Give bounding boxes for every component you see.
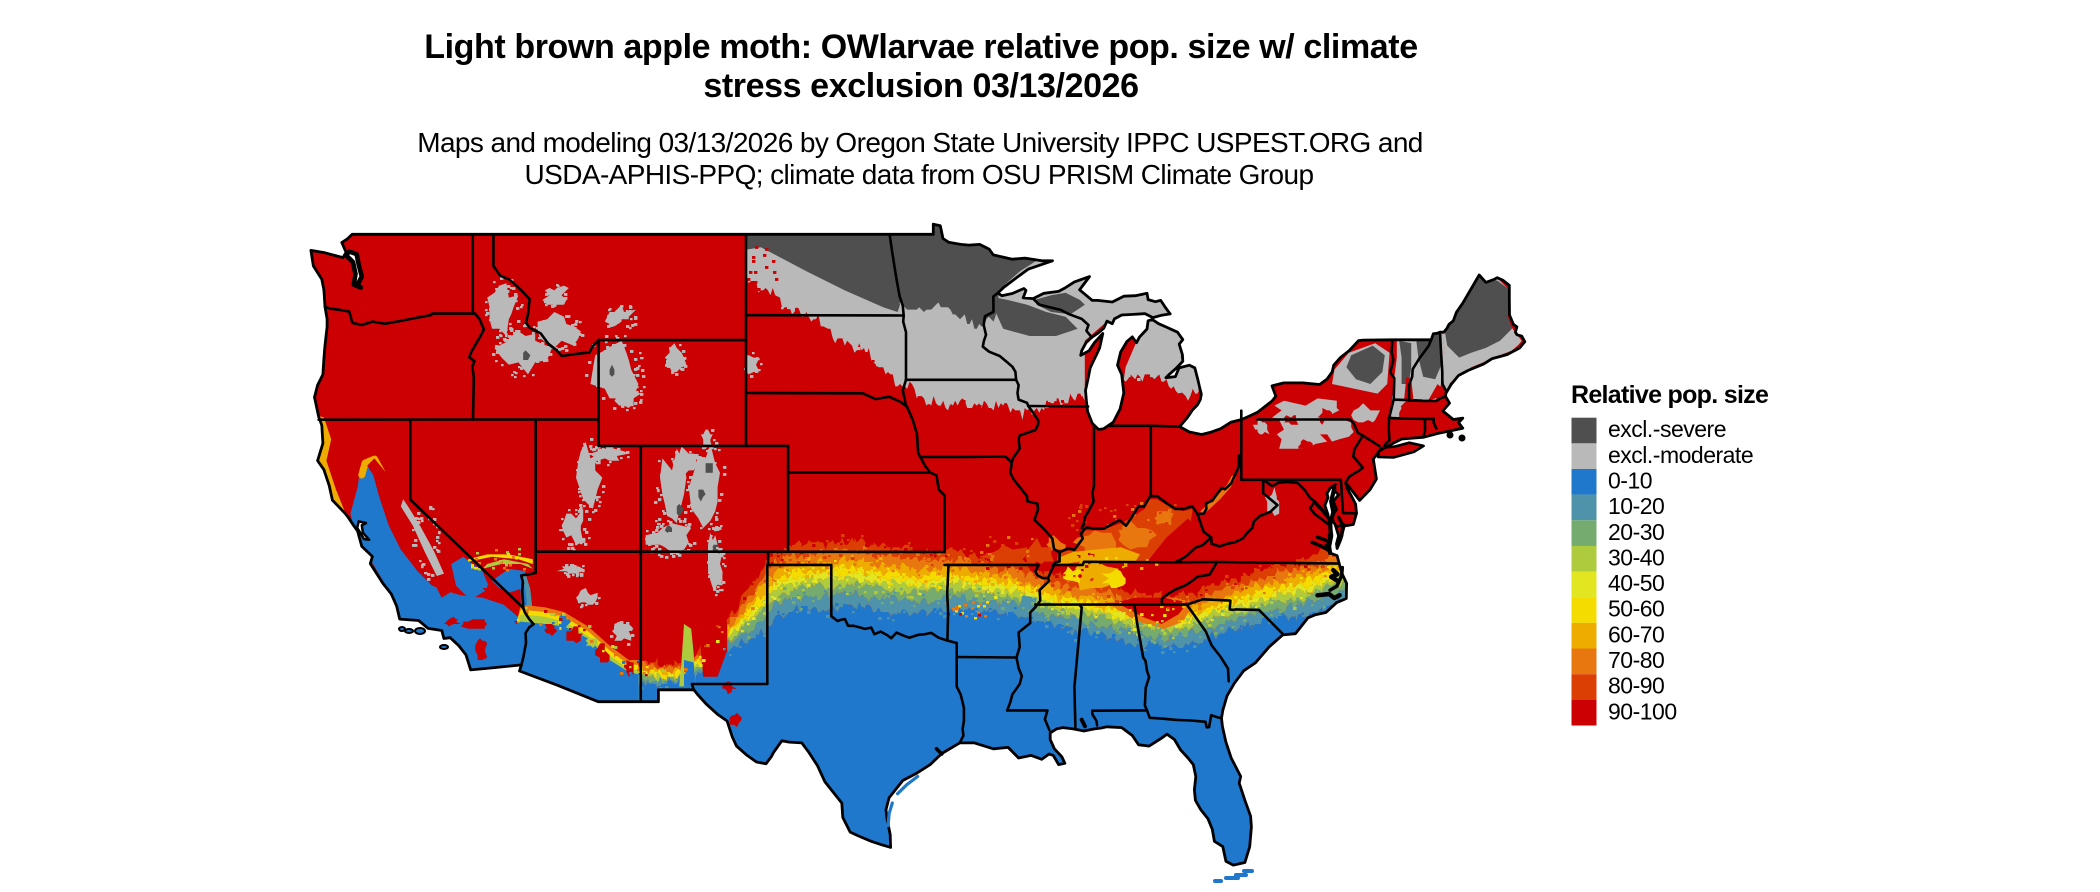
svg-text:excl.-moderate: excl.-moderate — [1608, 442, 1753, 468]
svg-text:20-30: 20-30 — [1608, 519, 1664, 545]
svg-text:stress exclusion 03/13/2026: stress exclusion 03/13/2026 — [703, 67, 1138, 105]
svg-text:10-20: 10-20 — [1608, 493, 1664, 519]
svg-text:40-50: 40-50 — [1608, 570, 1664, 596]
svg-text:80-90: 80-90 — [1608, 673, 1664, 699]
svg-text:60-70: 60-70 — [1608, 621, 1664, 647]
svg-text:USDA-APHIS-PPQ; climate data f: USDA-APHIS-PPQ; climate data from OSU PR… — [525, 159, 1314, 190]
svg-text:0-10: 0-10 — [1608, 468, 1652, 494]
svg-text:Light brown apple moth: OWlarv: Light brown apple moth: OWlarvae relativ… — [424, 28, 1418, 66]
svg-text:30-40: 30-40 — [1608, 544, 1664, 570]
svg-text:70-80: 70-80 — [1608, 647, 1664, 673]
svg-text:Maps and modeling 03/13/2026 b: Maps and modeling 03/13/2026 by Oregon S… — [417, 127, 1423, 158]
svg-text:excl.-severe: excl.-severe — [1608, 416, 1726, 442]
svg-text:90-100: 90-100 — [1608, 698, 1677, 724]
svg-text:Relative pop. size: Relative pop. size — [1571, 381, 1769, 409]
svg-text:50-60: 50-60 — [1608, 596, 1664, 622]
